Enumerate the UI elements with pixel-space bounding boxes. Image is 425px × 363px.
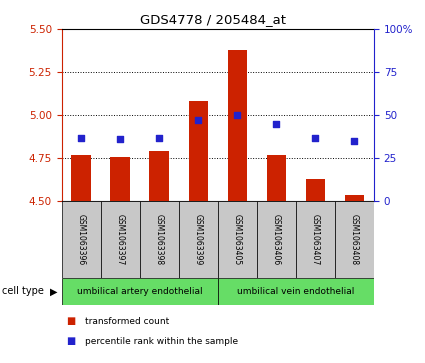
Bar	[62, 201, 101, 278]
Text: cell type: cell type	[2, 286, 44, 297]
Point	[234, 113, 241, 118]
Text: percentile rank within the sample: percentile rank within the sample	[85, 337, 238, 346]
Text: GSM1063397: GSM1063397	[116, 214, 125, 265]
Bar	[110, 157, 130, 201]
Bar	[296, 201, 335, 278]
Point	[78, 135, 85, 140]
Text: GSM1063398: GSM1063398	[155, 214, 164, 265]
Bar	[189, 101, 208, 201]
Text: ■: ■	[66, 336, 75, 346]
Bar	[179, 201, 218, 278]
Bar	[306, 179, 325, 201]
Bar	[218, 201, 257, 278]
Text: GDS4778 / 205484_at: GDS4778 / 205484_at	[139, 13, 286, 26]
Text: umbilical vein endothelial: umbilical vein endothelial	[237, 287, 354, 296]
Bar	[257, 201, 296, 278]
Text: ▶: ▶	[50, 286, 58, 297]
Point	[312, 135, 319, 140]
Bar	[140, 201, 179, 278]
Text: umbilical artery endothelial: umbilical artery endothelial	[77, 287, 203, 296]
Bar	[150, 151, 169, 201]
Bar	[266, 155, 286, 201]
Text: GSM1063406: GSM1063406	[272, 214, 281, 265]
Bar	[345, 195, 364, 201]
Text: transformed count: transformed count	[85, 317, 169, 326]
Text: GSM1063396: GSM1063396	[76, 214, 86, 265]
Point	[195, 118, 202, 123]
Bar	[71, 155, 91, 201]
Text: GSM1063408: GSM1063408	[350, 214, 359, 265]
Text: GSM1063407: GSM1063407	[311, 214, 320, 265]
Bar	[218, 278, 374, 305]
Point	[117, 136, 124, 142]
Bar	[335, 201, 374, 278]
Bar	[227, 50, 247, 201]
Point	[351, 138, 358, 144]
Text: ■: ■	[66, 316, 75, 326]
Bar	[101, 201, 140, 278]
Text: GSM1063399: GSM1063399	[194, 214, 203, 265]
Bar	[62, 278, 218, 305]
Point	[273, 121, 280, 127]
Point	[156, 135, 163, 140]
Text: GSM1063405: GSM1063405	[233, 214, 242, 265]
